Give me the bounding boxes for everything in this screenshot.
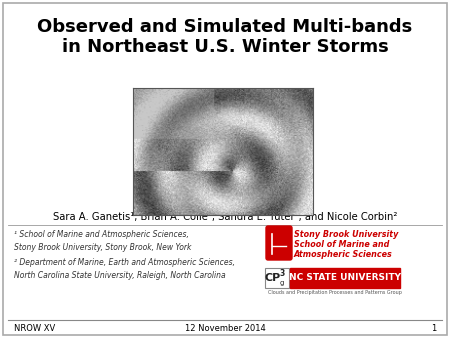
Text: g: g	[280, 280, 284, 286]
Text: in Northeast U.S. Winter Storms: in Northeast U.S. Winter Storms	[62, 38, 388, 56]
Text: 12 November 2014: 12 November 2014	[184, 324, 266, 333]
Text: CP: CP	[265, 273, 281, 283]
Text: NROW XV: NROW XV	[14, 324, 55, 333]
Text: NC STATE UNIVERSITY: NC STATE UNIVERSITY	[289, 273, 401, 283]
Text: ² Department of Marine, Earth and Atmospheric Sciences,
North Carolina State Uni: ² Department of Marine, Earth and Atmosp…	[14, 258, 235, 280]
Text: Stony Brook University: Stony Brook University	[294, 230, 398, 239]
Text: Sara A. Ganetis¹, Brian A. Colle¹, Sandra E. Yuter², and Nicole Corbin²: Sara A. Ganetis¹, Brian A. Colle¹, Sandr…	[53, 212, 397, 222]
Text: 1: 1	[431, 324, 436, 333]
Text: Observed and Simulated Multi-bands: Observed and Simulated Multi-bands	[37, 18, 413, 36]
Text: Atmospheric Sciences: Atmospheric Sciences	[294, 250, 393, 259]
Text: School of Marine and: School of Marine and	[294, 240, 389, 249]
Bar	[290, 268, 400, 288]
Text: Clouds and Precipitation Processes and Patterns Group: Clouds and Precipitation Processes and P…	[268, 290, 402, 295]
Bar	[265, 268, 289, 288]
Text: ¹ School of Marine and Atmospheric Sciences,
Stony Brook University, Stony Brook: ¹ School of Marine and Atmospheric Scien…	[14, 230, 191, 251]
Text: 3: 3	[279, 268, 284, 277]
FancyBboxPatch shape	[266, 226, 292, 260]
